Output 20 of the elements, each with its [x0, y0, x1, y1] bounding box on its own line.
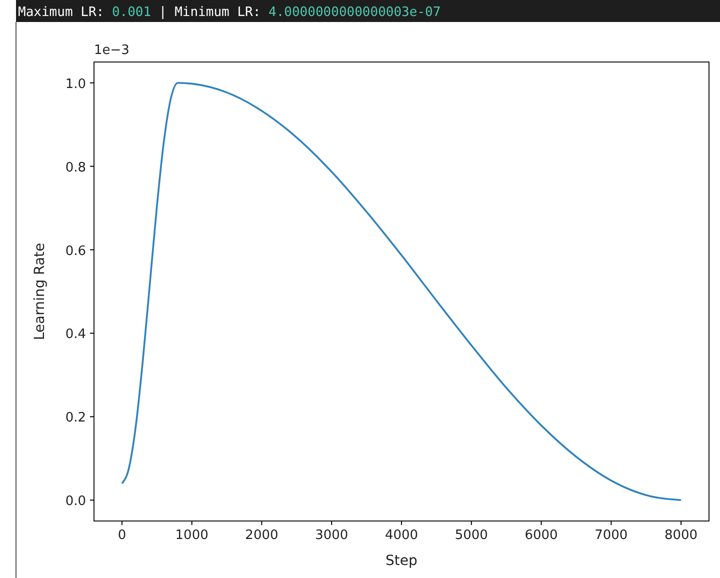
y-tick-label: 0.8 [65, 160, 86, 176]
x-tick-label: 6000 [524, 528, 558, 543]
x-tick-label: 3000 [315, 528, 348, 543]
y-tick-label: 0.4 [65, 327, 86, 342]
x-tick-label: 5000 [454, 528, 488, 543]
y-axis-title: Learning Rate [32, 242, 48, 340]
x-tick-label: 2000 [245, 528, 278, 543]
y-tick-label: 0.0 [65, 494, 86, 510]
x-tick-label: 8000 [664, 528, 698, 543]
x-tick-label: 0 [118, 528, 126, 543]
line-series [121, 82, 682, 502]
x-tick-label: 1000 [175, 528, 208, 543]
x-axis-title: Step [386, 553, 418, 569]
text: 1e−3 [94, 43, 130, 58]
y-tick-label: 1.0 [65, 76, 86, 92]
chart-title: Maximum LR: 0.001 | Minimum LR: 4.0000000000000003e-07 [18, 5, 441, 20]
y-tick-label: 0.2 [65, 410, 86, 426]
y-tick-label: 0.6 [65, 244, 86, 259]
x-tick-label: 4000 [384, 528, 418, 543]
x-tick-label: 7000 [594, 528, 628, 543]
